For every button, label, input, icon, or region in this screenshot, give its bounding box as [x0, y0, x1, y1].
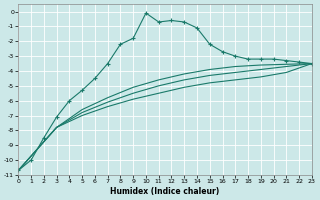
- X-axis label: Humidex (Indice chaleur): Humidex (Indice chaleur): [110, 187, 220, 196]
